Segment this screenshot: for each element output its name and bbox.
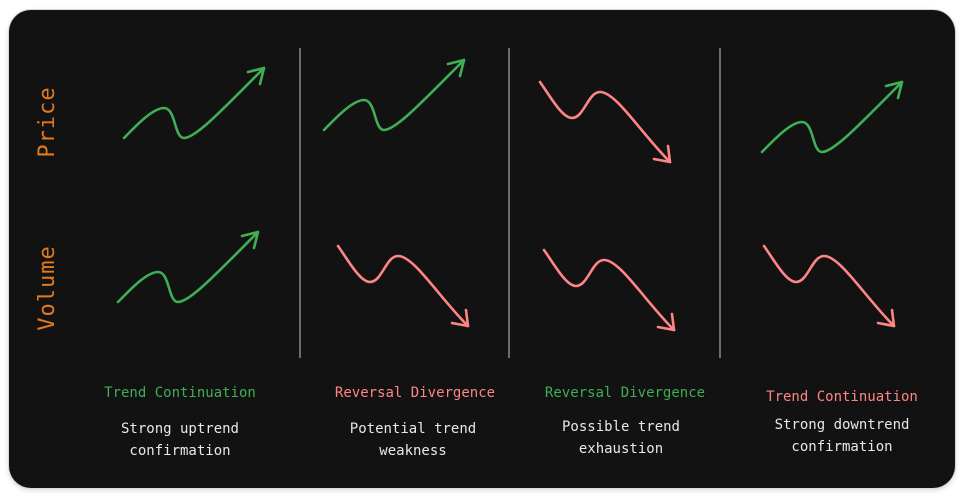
column-title: Reversal Divergence	[335, 385, 495, 401]
volume-trend-arrow	[336, 244, 470, 328]
price-trend-arrow	[122, 66, 266, 140]
price-trend-arrow	[322, 58, 466, 132]
price-trend-arrow	[760, 80, 904, 154]
column-description-line: Possible trend	[562, 419, 680, 435]
column-description-line: Strong downtrend	[775, 417, 910, 433]
volume-row-label: Volume	[35, 245, 60, 330]
diagram-card	[9, 10, 955, 488]
column-description-line: exhaustion	[579, 441, 663, 457]
price-trend-arrow	[538, 80, 672, 164]
column-description-line: confirmation	[791, 439, 892, 455]
volume-trend-arrow	[542, 248, 676, 332]
column-title: Trend Continuation	[104, 385, 256, 401]
column-description-line: confirmation	[129, 443, 230, 459]
price-row-label: Price	[35, 86, 60, 157]
column-description-line: weakness	[379, 443, 446, 459]
volume-trend-arrow	[116, 230, 260, 304]
volume-trend-arrow	[762, 244, 896, 328]
column-description-line: Potential trend	[350, 421, 476, 437]
column-title: Reversal Divergence	[545, 385, 705, 401]
column-description-line: Strong uptrend	[121, 421, 239, 437]
column-title: Trend Continuation	[766, 389, 918, 405]
